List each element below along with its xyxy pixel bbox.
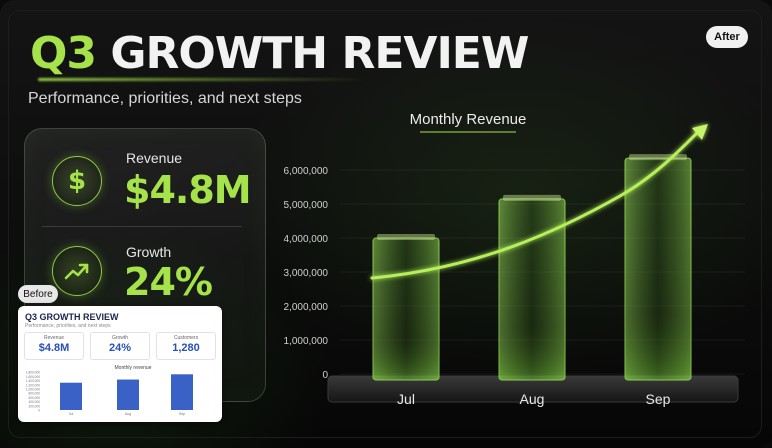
before-kpi-value: $4.8M	[38, 342, 70, 354]
before-chart-y-tick: 1,000,000	[26, 388, 40, 392]
before-chart-bar	[60, 382, 82, 410]
kpi-revenue-label: Revenue	[126, 150, 183, 166]
chart-y-tick: 2,000,000	[284, 302, 329, 313]
kpi-growth-label: Growth	[126, 244, 172, 260]
before-title: Q3 GROWTH REVIEW	[25, 312, 119, 322]
chart-x-label: Aug	[520, 391, 545, 407]
before-chart-bar	[171, 374, 193, 410]
chart-bar-glow	[373, 238, 439, 380]
chart-title: Monthly Revenue	[410, 111, 527, 128]
before-kpi-customers: Customers 1,280	[156, 332, 216, 360]
slide-border	[8, 10, 762, 438]
before-chart-y-tick: 1,600,000	[26, 375, 40, 379]
chart-y-tick: 6,000,000	[284, 166, 329, 177]
before-chart-y-tick: 600,000	[28, 396, 40, 400]
before-chart-x-label: Jul	[69, 412, 74, 416]
before-chart-y-tick: 1,800,000	[26, 371, 40, 375]
title-text: GROWTH REVIEW	[110, 28, 529, 79]
before-kpi-label: Growth	[111, 335, 129, 341]
chart-x-label: Jul	[397, 391, 415, 407]
title-underline-glow	[38, 78, 368, 81]
before-kpi-value: 1,280	[172, 342, 200, 354]
before-subtitle: Performance, priorities, and next steps	[25, 323, 111, 329]
before-chart-x-label: Sep	[179, 412, 185, 416]
chart-title-glow	[420, 131, 516, 133]
before-chart-y-tick: 0	[38, 409, 40, 413]
chart-bar	[498, 194, 566, 381]
chart-y-tick: 4,000,000	[284, 234, 329, 245]
chart-bar	[624, 154, 692, 381]
before-kpi-value: 24%	[108, 342, 132, 354]
before-kpi-growth: Growth 24%	[90, 332, 150, 360]
before-chart-x-label: Aug	[125, 412, 131, 416]
chart-y-tick: 5,000,000	[284, 200, 329, 211]
before-kpi-label: Customers	[173, 335, 199, 341]
before-thumbnail[interactable]: Q3 GROWTH REVIEW Performance, priorities…	[18, 306, 222, 422]
kpi-revenue-value: $4.8M	[124, 168, 252, 212]
trend-up-icon	[52, 246, 102, 296]
slide-title: Q3 GROWTH REVIEW	[30, 28, 529, 80]
chart-bar	[372, 234, 440, 381]
before-chart-y-tick: 1,200,000	[26, 383, 40, 387]
chart-bar-glow	[499, 198, 565, 380]
chart-y-tick: 0	[322, 370, 328, 381]
chart-bar-cap	[629, 154, 687, 161]
before-chart-bar	[117, 379, 139, 410]
before-chart-title: Monthly revenue	[115, 365, 152, 371]
before-chart-y-tick: 1,400,000	[26, 379, 40, 383]
chart-x-label: Sep	[646, 391, 671, 407]
title-accent: Q3	[30, 28, 97, 79]
chart-y-tick: 1,000,000	[284, 336, 329, 347]
before-chart: Monthly revenue 0200,000400,000600,00080…	[26, 365, 193, 416]
kpi-divider	[42, 226, 242, 227]
dollar-icon: $	[52, 156, 102, 206]
before-chart-y-tick: 800,000	[28, 392, 40, 396]
before-kpi-revenue: Revenue $4.8M	[24, 332, 84, 360]
before-kpi-label: Revenue	[43, 335, 64, 341]
chart-y-tick: 3,000,000	[284, 268, 329, 279]
before-chart-y-tick: 400,000	[28, 400, 40, 404]
chart-bar-glow	[625, 158, 691, 380]
chart-bar-cap	[503, 194, 561, 201]
trend-arrow-line	[370, 130, 700, 280]
before-chart-y-tick: 200,000	[28, 404, 40, 408]
slide-subtitle: Performance, priorities, and next steps	[28, 90, 302, 107]
chart-bar-cap	[377, 234, 435, 240]
kpi-growth-value: 24%	[124, 260, 213, 304]
trend-arrow-head	[692, 124, 708, 140]
before-toggle-button[interactable]: Before	[18, 285, 58, 303]
after-toggle-button[interactable]: After	[706, 26, 748, 48]
